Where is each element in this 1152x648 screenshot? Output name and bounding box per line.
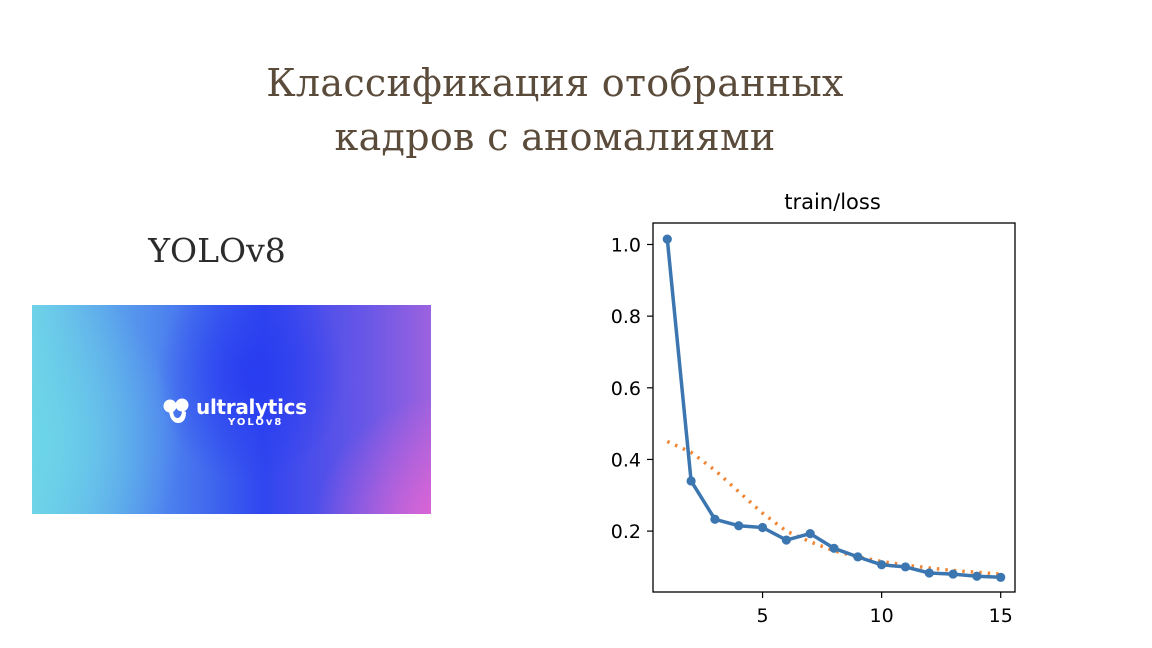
y-tick-label: 0.8 (611, 306, 641, 328)
train-loss-point (781, 535, 791, 545)
slide-title-line-1: Классификация отобранных (266, 61, 844, 105)
y-tick-label: 1.0 (611, 234, 641, 256)
train-loss-chart: train/loss 5 10 15 0.2 0.4 0.6 0.8 1.0 (611, 190, 1016, 627)
train-loss-point (853, 552, 863, 562)
train-loss-point (805, 529, 815, 539)
train-loss-point (686, 476, 696, 486)
x-tick-label: 10 (870, 605, 894, 627)
brand-name: ultralytics (196, 394, 307, 419)
y-tick-label: 0.4 (611, 449, 641, 471)
ultralytics-logo-icon (163, 398, 189, 423)
train-loss-point (900, 562, 911, 572)
train-loss-point (662, 234, 672, 244)
smoothed-loss-line (666, 439, 1001, 576)
train-loss-point (996, 572, 1006, 582)
model-label: YOLOv8 (148, 231, 286, 270)
train-loss-point (972, 571, 982, 581)
train-loss-point (829, 543, 839, 553)
plot-frame (652, 222, 1016, 593)
train-loss-point (734, 521, 744, 531)
slide-title-line-2: кадров с аномалиями (334, 115, 776, 159)
train-loss-point (757, 522, 768, 533)
brand-sub: YOLOv8 (228, 416, 284, 428)
y-tick-label: 0.2 (611, 521, 641, 543)
x-tick-label: 5 (757, 605, 769, 627)
train-loss-line (665, 238, 1001, 580)
slide-title: Классификация отобранных кадров с аномал… (0, 56, 1110, 164)
ultralytics-banner: ultralytics YOLOv8 (32, 305, 431, 514)
x-tick-label: 15 (989, 605, 1013, 627)
train-loss-point (948, 569, 958, 579)
y-tick-label: 0.6 (611, 378, 641, 400)
chart-title: train/loss (784, 190, 881, 214)
train-loss-point (710, 514, 720, 524)
ultralytics-logo: ultralytics YOLOv8 (162, 390, 307, 434)
train-loss-point (924, 568, 934, 578)
train-loss-point (877, 560, 887, 570)
